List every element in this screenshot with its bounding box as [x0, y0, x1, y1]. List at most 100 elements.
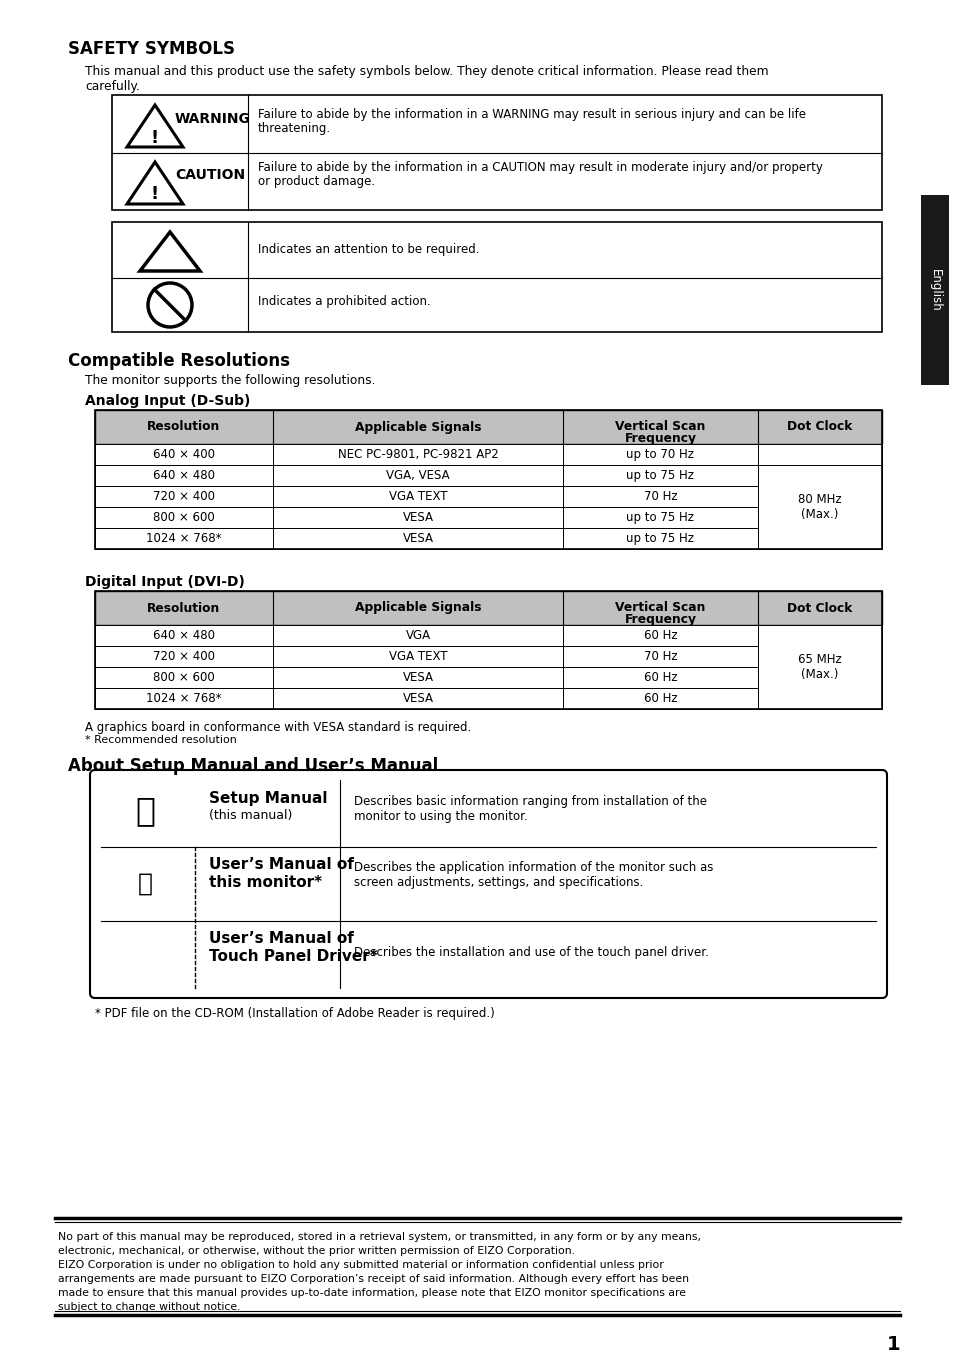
- Text: VGA: VGA: [405, 629, 430, 643]
- Text: Vertical Scan: Vertical Scan: [615, 420, 705, 433]
- Text: or product damage.: or product damage.: [257, 176, 375, 188]
- Text: Dot Clock: Dot Clock: [786, 602, 852, 614]
- Bar: [95, 625, 882, 647]
- Text: Resolution: Resolution: [147, 602, 220, 614]
- Text: NEC PC-9801, PC-9821 AP2: NEC PC-9801, PC-9821 AP2: [337, 448, 497, 460]
- Text: Indicates a prohibited action.: Indicates a prohibited action.: [257, 296, 431, 308]
- Text: Describes the application information of the monitor such as: Describes the application information of…: [354, 861, 713, 873]
- Text: Digital Input (DVI-D): Digital Input (DVI-D): [85, 575, 245, 589]
- Bar: [95, 410, 882, 444]
- Text: Setup Manual: Setup Manual: [209, 791, 327, 806]
- Text: Describes basic information ranging from installation of the: Describes basic information ranging from…: [354, 795, 706, 809]
- Text: VESA: VESA: [402, 671, 433, 684]
- Text: A graphics board in conformance with VESA standard is required.: A graphics board in conformance with VES…: [85, 721, 471, 734]
- Text: 1024 × 768*: 1024 × 768*: [146, 532, 221, 545]
- Text: made to ensure that this manual provides up-to-date information, please note tha: made to ensure that this manual provides…: [58, 1288, 685, 1297]
- Bar: [95, 591, 882, 709]
- Text: 60 Hz: 60 Hz: [643, 671, 677, 684]
- Bar: [95, 508, 882, 528]
- Text: 65 MHz
(Max.): 65 MHz (Max.): [798, 653, 841, 680]
- Text: 720 × 400: 720 × 400: [152, 490, 214, 504]
- Text: (this manual): (this manual): [209, 809, 292, 822]
- Text: EIZO Corporation is under no obligation to hold any submitted material or inform: EIZO Corporation is under no obligation …: [58, 1260, 663, 1270]
- Bar: [95, 591, 882, 625]
- Bar: [95, 667, 882, 688]
- Text: English: English: [927, 269, 941, 312]
- Bar: [95, 688, 882, 709]
- Text: threatening.: threatening.: [257, 122, 331, 135]
- Text: 800 × 600: 800 × 600: [153, 671, 214, 684]
- Text: Frequency: Frequency: [624, 432, 696, 446]
- Bar: [95, 647, 882, 667]
- Text: up to 70 Hz: up to 70 Hz: [626, 448, 694, 460]
- Bar: [95, 444, 882, 464]
- Text: This manual and this product use the safety symbols below. They denote critical : This manual and this product use the saf…: [85, 65, 768, 78]
- Text: 60 Hz: 60 Hz: [643, 629, 677, 643]
- Text: Applicable Signals: Applicable Signals: [355, 420, 480, 433]
- Text: 800 × 600: 800 × 600: [153, 512, 214, 524]
- Text: up to 75 Hz: up to 75 Hz: [626, 468, 694, 482]
- Text: Frequency: Frequency: [624, 613, 696, 626]
- Bar: [95, 464, 882, 486]
- Text: VGA, VESA: VGA, VESA: [386, 468, 450, 482]
- Text: User’s Manual of: User’s Manual of: [209, 931, 354, 946]
- Bar: [758, 625, 882, 709]
- Text: * Recommended resolution: * Recommended resolution: [85, 734, 236, 745]
- Text: 1: 1: [885, 1335, 899, 1350]
- Text: VESA: VESA: [402, 532, 433, 545]
- Text: this monitor*: this monitor*: [209, 875, 322, 890]
- Text: !: !: [151, 130, 159, 147]
- Text: 70 Hz: 70 Hz: [643, 490, 677, 504]
- Text: up to 75 Hz: up to 75 Hz: [626, 512, 694, 524]
- Text: subject to change without notice.: subject to change without notice.: [58, 1301, 240, 1312]
- Text: monitor to using the monitor.: monitor to using the monitor.: [354, 810, 527, 824]
- Text: screen adjustments, settings, and specifications.: screen adjustments, settings, and specif…: [354, 876, 642, 890]
- Text: 1024 × 768*: 1024 × 768*: [146, 693, 221, 705]
- Text: Failure to abide by the information in a CAUTION may result in moderate injury a: Failure to abide by the information in a…: [257, 161, 822, 174]
- Text: 70 Hz: 70 Hz: [643, 649, 677, 663]
- Text: WARNING: WARNING: [174, 112, 251, 126]
- Bar: [920, 194, 948, 385]
- Text: VESA: VESA: [402, 693, 433, 705]
- Text: VGA TEXT: VGA TEXT: [388, 649, 447, 663]
- Text: SAFETY SYMBOLS: SAFETY SYMBOLS: [68, 40, 234, 58]
- Text: Vertical Scan: Vertical Scan: [615, 601, 705, 614]
- Text: 640 × 400: 640 × 400: [152, 448, 214, 460]
- Bar: [758, 464, 882, 549]
- Bar: [95, 486, 882, 508]
- Text: 60 Hz: 60 Hz: [643, 693, 677, 705]
- Text: 720 × 400: 720 × 400: [152, 649, 214, 663]
- Text: electronic, mechanical, or otherwise, without the prior written permission of EI: electronic, mechanical, or otherwise, wi…: [58, 1246, 575, 1256]
- Bar: [112, 221, 882, 332]
- Text: Analog Input (D-Sub): Analog Input (D-Sub): [85, 394, 250, 408]
- Text: VGA TEXT: VGA TEXT: [388, 490, 447, 504]
- Text: Dot Clock: Dot Clock: [786, 420, 852, 433]
- Text: * PDF file on the CD-ROM (Installation of Adobe Reader is required.): * PDF file on the CD-ROM (Installation o…: [95, 1007, 495, 1021]
- FancyBboxPatch shape: [90, 769, 886, 998]
- Text: 📖: 📖: [135, 795, 154, 828]
- Bar: [95, 410, 882, 549]
- Text: 80 MHz
(Max.): 80 MHz (Max.): [798, 493, 841, 521]
- Text: No part of this manual may be reproduced, stored in a retrieval system, or trans: No part of this manual may be reproduced…: [58, 1233, 700, 1242]
- Bar: [112, 95, 882, 211]
- Text: Touch Panel Driver*: Touch Panel Driver*: [209, 949, 377, 964]
- Text: User’s Manual of: User’s Manual of: [209, 857, 354, 872]
- Text: 640 × 480: 640 × 480: [152, 468, 214, 482]
- Text: arrangements are made pursuant to EIZO Corporation’s receipt of said information: arrangements are made pursuant to EIZO C…: [58, 1274, 688, 1284]
- Text: Indicates an attention to be required.: Indicates an attention to be required.: [257, 243, 479, 256]
- Text: Failure to abide by the information in a WARNING may result in serious injury an: Failure to abide by the information in a…: [257, 108, 805, 122]
- Text: 640 × 480: 640 × 480: [152, 629, 214, 643]
- Text: About Setup Manual and User’s Manual: About Setup Manual and User’s Manual: [68, 757, 437, 775]
- Text: Resolution: Resolution: [147, 420, 220, 433]
- Text: Describes the installation and use of the touch panel driver.: Describes the installation and use of th…: [354, 946, 708, 958]
- Text: CAUTION: CAUTION: [174, 167, 245, 182]
- Text: VESA: VESA: [402, 512, 433, 524]
- Text: The monitor supports the following resolutions.: The monitor supports the following resol…: [85, 374, 375, 387]
- Text: 💿: 💿: [137, 872, 152, 896]
- Bar: [95, 528, 882, 549]
- Text: Applicable Signals: Applicable Signals: [355, 602, 480, 614]
- Text: !: !: [151, 185, 159, 202]
- Text: Compatible Resolutions: Compatible Resolutions: [68, 352, 290, 370]
- Text: up to 75 Hz: up to 75 Hz: [626, 532, 694, 545]
- Text: carefully.: carefully.: [85, 80, 140, 93]
